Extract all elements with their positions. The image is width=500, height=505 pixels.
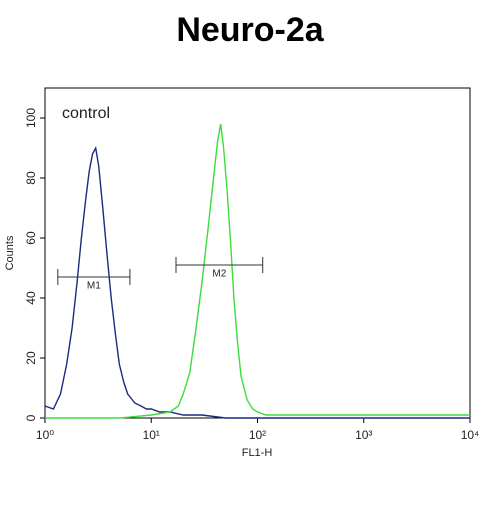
annotation: control — [62, 105, 110, 122]
y-tick-label: 60 — [24, 231, 38, 245]
y-tick-label: 0 — [24, 414, 38, 421]
marker-label: M2 — [212, 269, 226, 280]
x-tick-label: 10⁰ — [36, 428, 54, 442]
x-tick-label: 10¹ — [143, 428, 160, 442]
y-tick-label: 20 — [24, 351, 38, 365]
chart-title: Neuro-2a — [176, 11, 324, 49]
y-tick-label: 100 — [24, 108, 38, 128]
y-axis-label: Counts — [4, 235, 16, 270]
plot-frame — [44, 87, 471, 419]
x-axis-label: FL1-H — [242, 447, 273, 459]
histogram-line — [45, 123, 470, 419]
x-tick-label: 10³ — [355, 428, 372, 442]
y-tick-label: 80 — [24, 171, 38, 185]
histogram-line — [44, 145, 470, 419]
y-tick-label: 40 — [24, 291, 38, 305]
marker-label: M1 — [87, 281, 101, 292]
x-tick-label: 10⁴ — [461, 428, 480, 442]
x-tick-label: 10² — [249, 428, 266, 442]
